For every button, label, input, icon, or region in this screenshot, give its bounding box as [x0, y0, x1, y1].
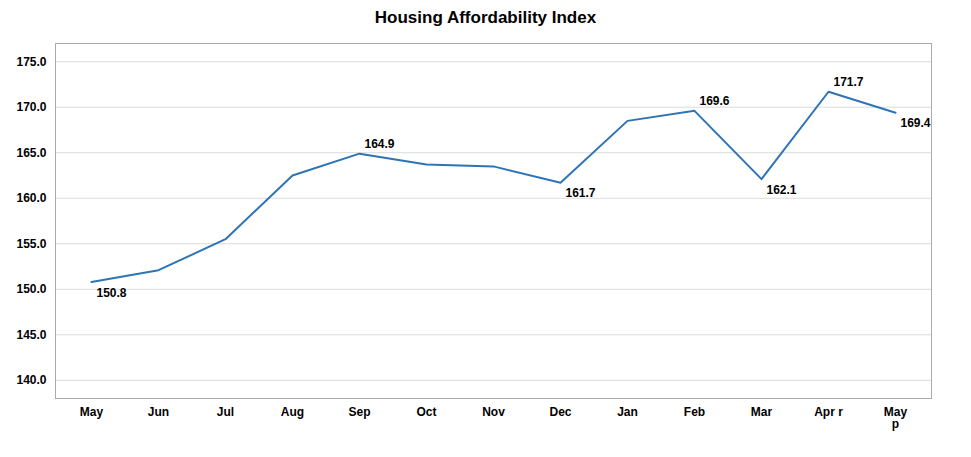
svg-text:155.0: 155.0 — [16, 237, 46, 251]
svg-text:Jul: Jul — [217, 405, 234, 419]
html-text:Housing Affordability Index: Housing Affordability Index — [374, 8, 597, 27]
svg-text:Dec: Dec — [549, 405, 571, 419]
svg-text:Aug: Aug — [281, 405, 304, 419]
svg-text:145.0: 145.0 — [16, 328, 46, 342]
svg-text:140.0: 140.0 — [16, 373, 46, 387]
svg-text:Mar: Mar — [751, 405, 773, 419]
svg-text:165.0: 165.0 — [16, 146, 46, 160]
svg-text:162.1: 162.1 — [767, 183, 797, 197]
svg-text:Oct: Oct — [416, 405, 436, 419]
svg-text:Nov: Nov — [482, 405, 505, 419]
svg-text:Sep: Sep — [348, 405, 370, 419]
svg-text:Mayp: Mayp — [884, 405, 908, 431]
svg-text:160.0: 160.0 — [16, 191, 46, 205]
svg-text:171.7: 171.7 — [834, 75, 864, 89]
svg-text:Feb: Feb — [684, 405, 705, 419]
svg-text:164.9: 164.9 — [365, 137, 395, 151]
svg-text:170.0: 170.0 — [16, 100, 46, 114]
svg-text:175.0: 175.0 — [16, 55, 46, 69]
svg-text:Jan: Jan — [617, 405, 638, 419]
svg-text:150.0: 150.0 — [16, 282, 46, 296]
svg-text:Apr r: Apr r — [814, 405, 843, 419]
svg-text:169.4: 169.4 — [901, 116, 931, 130]
svg-text:May: May — [80, 405, 104, 419]
svg-text:161.7: 161.7 — [566, 186, 596, 200]
svg-text:169.6: 169.6 — [700, 94, 730, 108]
svg-text:150.8: 150.8 — [97, 286, 127, 300]
svg-text:Jun: Jun — [148, 405, 169, 419]
